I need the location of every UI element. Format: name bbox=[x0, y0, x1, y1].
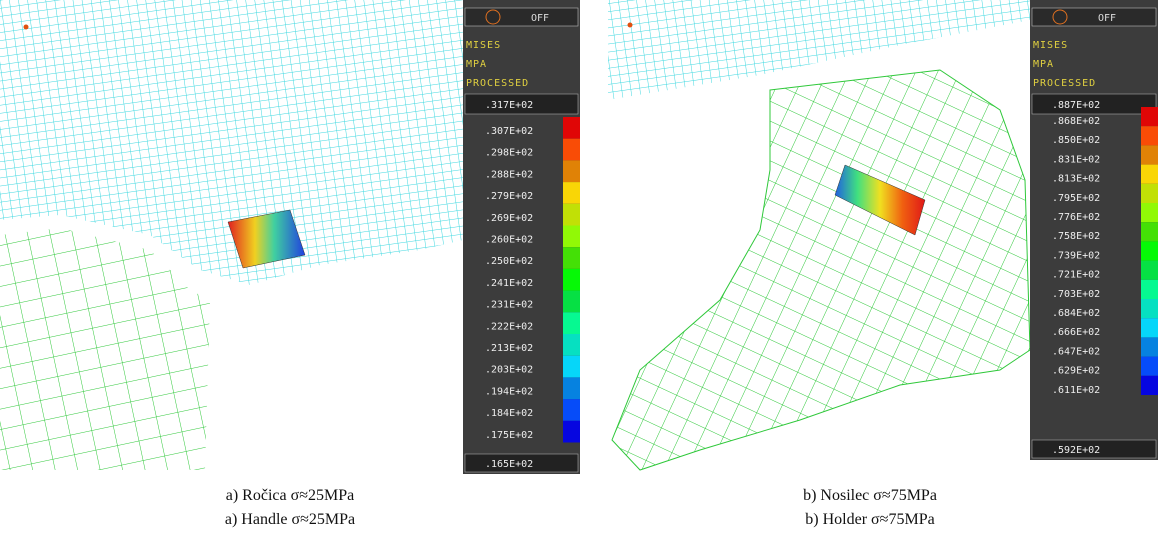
color-swatch bbox=[1141, 165, 1158, 184]
color-swatch bbox=[1141, 222, 1158, 241]
color-swatch bbox=[1141, 184, 1158, 203]
legend-min: .165E+02 bbox=[485, 459, 533, 470]
color-swatch bbox=[563, 356, 580, 378]
color-swatch bbox=[1141, 145, 1158, 164]
color-swatch bbox=[563, 117, 580, 139]
legend-level: .721E+02 bbox=[1052, 270, 1100, 281]
legend-level: .684E+02 bbox=[1052, 308, 1100, 319]
toolbar bbox=[465, 8, 578, 26]
color-swatch bbox=[563, 247, 580, 269]
color-swatch bbox=[563, 334, 580, 356]
legend-unit: MPA bbox=[466, 59, 487, 70]
legend-quantity: MISES bbox=[466, 40, 501, 51]
color-swatch bbox=[1141, 376, 1158, 395]
legend-level: .175E+02 bbox=[485, 430, 533, 441]
legend-level: .279E+02 bbox=[485, 191, 533, 202]
caption: b) Holder σ≈75MPa bbox=[805, 511, 934, 528]
toggle: OFF bbox=[1098, 13, 1116, 24]
color-swatch bbox=[563, 312, 580, 334]
toggle: OFF bbox=[531, 13, 549, 24]
legend-level: .222E+02 bbox=[485, 321, 533, 332]
color-swatch bbox=[1141, 280, 1158, 299]
legend-level: .231E+02 bbox=[485, 300, 533, 311]
legend-level: .758E+02 bbox=[1052, 231, 1100, 242]
color-swatch bbox=[1141, 241, 1158, 260]
legend-quantity: MISES bbox=[1033, 40, 1068, 51]
legend-level: .288E+02 bbox=[485, 169, 533, 180]
color-swatch bbox=[1141, 299, 1158, 318]
legend-level: .776E+02 bbox=[1052, 212, 1100, 223]
legend-level: .203E+02 bbox=[485, 365, 533, 376]
color-swatch bbox=[1141, 126, 1158, 145]
color-swatch bbox=[1141, 357, 1158, 376]
legend: OFF MISES MPA PROCESSED .887E+02 .868E+02 .850… bbox=[1030, 0, 1158, 460]
color-swatch bbox=[1141, 107, 1158, 126]
legend-level: .813E+02 bbox=[1052, 174, 1100, 185]
legend-level: .703E+02 bbox=[1052, 289, 1100, 300]
legend-min: .592E+02 bbox=[1052, 445, 1100, 456]
legend-level: .307E+02 bbox=[485, 126, 533, 137]
toolbar bbox=[1032, 8, 1156, 26]
color-swatch bbox=[563, 421, 580, 443]
color-swatch bbox=[1141, 337, 1158, 356]
caption: a) Handle σ≈25MPa bbox=[225, 511, 355, 528]
legend-level: .739E+02 bbox=[1052, 250, 1100, 261]
color-swatch bbox=[563, 377, 580, 399]
mesh-b bbox=[608, 0, 1030, 470]
legend-unit: MPA bbox=[1033, 59, 1054, 70]
legend-max: .887E+02 bbox=[1052, 100, 1100, 111]
color-swatch bbox=[563, 160, 580, 182]
color-swatch bbox=[1141, 318, 1158, 337]
legend-level: .194E+02 bbox=[485, 386, 533, 397]
caption: a) Ročica σ≈25MPa bbox=[226, 487, 354, 504]
legend-level: .795E+02 bbox=[1052, 193, 1100, 204]
legend-state: PROCESSED bbox=[466, 78, 529, 89]
figure: OFF MISES MPA PROCESSED .317E+02 .307E+02 .298… bbox=[0, 0, 1158, 541]
legend-level: .298E+02 bbox=[485, 148, 533, 159]
legend-level: .831E+02 bbox=[1052, 154, 1100, 165]
color-swatch bbox=[563, 204, 580, 226]
page: OFF MISES MPA PROCESSED .317E+02 .307E+02 .298… bbox=[0, 0, 1158, 541]
color-swatch bbox=[563, 139, 580, 161]
legend-level: .269E+02 bbox=[485, 213, 533, 224]
color-swatch bbox=[1141, 261, 1158, 280]
color-swatch bbox=[563, 182, 580, 204]
color-swatch bbox=[1141, 203, 1158, 222]
legend-state: PROCESSED bbox=[1033, 78, 1096, 89]
legend-level: .629E+02 bbox=[1052, 366, 1100, 377]
legend-level: .850E+02 bbox=[1052, 135, 1100, 146]
color-swatch bbox=[563, 399, 580, 421]
color-swatch bbox=[563, 291, 580, 313]
legend-level: .184E+02 bbox=[485, 408, 533, 419]
legend-level: .868E+02 bbox=[1052, 116, 1100, 127]
legend-level: .213E+02 bbox=[485, 343, 533, 354]
legend-level: .666E+02 bbox=[1052, 327, 1100, 338]
legend: OFF MISES MPA PROCESSED .317E+02 .307E+02 .298… bbox=[463, 0, 580, 474]
legend-level: .611E+02 bbox=[1052, 385, 1100, 396]
legend-level: .647E+02 bbox=[1052, 346, 1100, 357]
mesh-a bbox=[0, 0, 463, 470]
caption: b) Nosilec σ≈75MPa bbox=[803, 487, 937, 504]
legend-max: .317E+02 bbox=[485, 100, 533, 111]
legend-level: .250E+02 bbox=[485, 256, 533, 267]
color-swatch bbox=[563, 269, 580, 291]
legend-level: .260E+02 bbox=[485, 235, 533, 246]
legend-level: .241E+02 bbox=[485, 278, 533, 289]
color-swatch bbox=[563, 226, 580, 248]
